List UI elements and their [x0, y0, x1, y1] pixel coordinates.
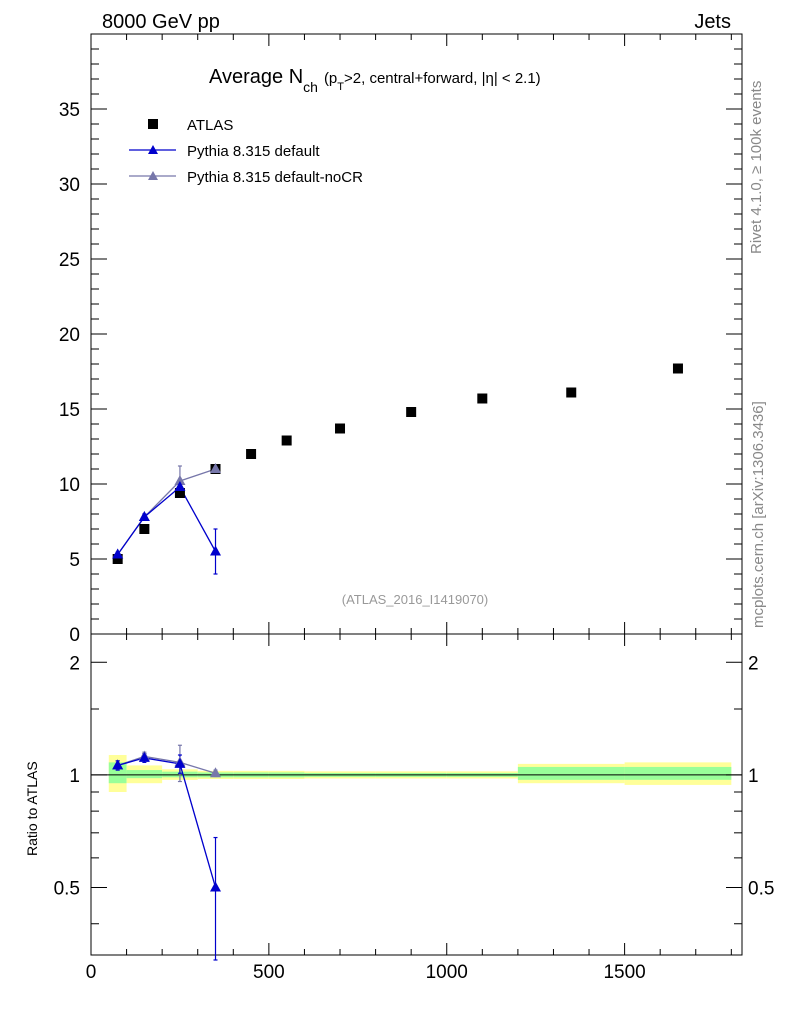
ytick-main-label-35: 35 [59, 100, 80, 121]
ytick-main-label-15: 15 [59, 400, 80, 421]
axis-tick-labels: 0 500 1000 1500 0 5 10 15 20 25 30 35 0.5 0.5 1 1 2 2 [54, 100, 775, 983]
ratio-bands [108, 755, 732, 792]
point-main-pythia-8-315-default-nocr-2 [174, 475, 186, 485]
point-main-pythia-8-315-default-1 [138, 511, 150, 521]
point-atlas-10 [672, 363, 683, 374]
ytick-ratio-label-r-2: 2 [748, 653, 759, 674]
line-main-pythia-8-315-default [117, 485, 217, 555]
ytick-main-label-0: 0 [69, 625, 80, 646]
point-atlas-4 [246, 449, 257, 459]
point-main-pythia-8-315-default-3 [210, 545, 222, 556]
legend-label-pythia-default: Pythia 8.315 default [187, 143, 320, 160]
legend-marker-atlas [148, 119, 158, 129]
header-energy: 8000 GeV pp [102, 11, 220, 33]
point-atlas-6 [335, 423, 346, 434]
ytick-ratio-label-l-2: 2 [69, 653, 80, 674]
xtick-label-500: 500 [253, 962, 285, 983]
point-atlas-2 [174, 488, 185, 498]
point-atlas-9 [566, 387, 577, 398]
plot-title: Average Nch (pT>2, central+forward, |η| <… [209, 66, 541, 95]
xtick-label-1000: 1000 [426, 962, 468, 983]
point-ratio-pythia-8-315-default-nocr-3 [210, 767, 222, 778]
band-green-10 [624, 766, 732, 780]
title-detail-rest: >2, central+forward, |η| < 2.1) [344, 70, 541, 87]
point-atlas-0 [112, 554, 123, 564]
legend-label-pythia-nocr: Pythia 8.315 default-noCR [187, 169, 363, 186]
point-atlas-1 [139, 524, 150, 534]
point-atlas-7 [406, 407, 417, 417]
header-process: Jets [694, 11, 731, 33]
ytick-main-label-10: 10 [59, 475, 80, 496]
rivet-label: Rivet 4.1.0, ≥ 100k events [748, 81, 765, 254]
line-ratio-pythia-8-315-default-nocr [117, 755, 216, 774]
mcplots-label: mcplots.cern.ch [arXiv:1306.3436] [750, 401, 767, 628]
band-green-1 [126, 770, 163, 779]
line-ratio-pythia-8-315-default [117, 757, 217, 888]
ytick-main-label-5: 5 [69, 550, 80, 571]
axis-ticks [90, 34, 742, 955]
point-atlas-5 [281, 435, 292, 446]
legend-marker-pythia-nocr [148, 171, 158, 180]
band-green-9 [517, 766, 625, 780]
point-atlas-8 [477, 393, 488, 404]
title-detail-open: (p [324, 70, 337, 87]
legend: ATLAS Pythia 8.315 default Pythia 8.315 … [129, 117, 363, 186]
point-ratio-pythia-8-315-default-3 [210, 881, 222, 892]
title-sub: ch [303, 79, 318, 95]
ytick-ratio-label-r-1: 1 [748, 766, 759, 787]
xtick-label-1500: 1500 [603, 962, 645, 983]
point-ratio-pythia-8-315-default-1 [138, 751, 150, 762]
point-main-pythia-8-315-default-2 [174, 481, 186, 491]
ytick-ratio-label-l-0.5: 0.5 [54, 878, 80, 899]
ratio-frame [90, 633, 743, 956]
point-ratio-pythia-8-315-default-0 [112, 759, 124, 770]
ytick-main-label-30: 30 [59, 175, 80, 196]
analysis-watermark: (ATLAS_2016_I1419070) [342, 592, 488, 607]
series-layer [112, 363, 683, 961]
title-detail-sub: T [337, 81, 344, 93]
point-main-pythia-8-315-default-0 [112, 548, 124, 559]
title-main: Average N [209, 66, 303, 88]
xtick-label-0: 0 [86, 962, 97, 983]
line-main-pythia-8-315-default-nocr [117, 468, 216, 555]
ratio-ylabel: Ratio to ATLAS [24, 761, 40, 856]
legend-marker-pythia-default [148, 145, 158, 154]
ytick-main-label-25: 25 [59, 250, 80, 271]
point-ratio-pythia-8-315-default-2 [174, 757, 186, 768]
ytick-ratio-label-r-0.5: 0.5 [748, 878, 774, 899]
point-main-pythia-8-315-default-nocr-3 [210, 463, 222, 473]
ytick-main-label-20: 20 [59, 325, 80, 346]
legend-label-atlas: ATLAS [187, 117, 233, 134]
ytick-ratio-label-l-1: 1 [69, 766, 80, 787]
